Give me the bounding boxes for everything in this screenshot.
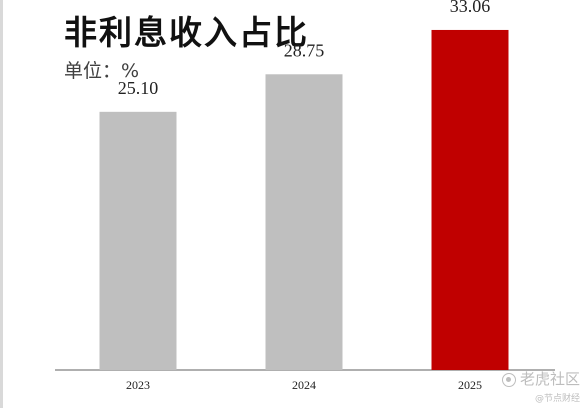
watermark-main-text: 老虎社区 <box>519 370 580 388</box>
x-tick-label-2023: 2023 <box>126 378 150 392</box>
x-tick-label-2024: 2024 <box>292 378 316 392</box>
x-tick-label-2025: 2025 <box>458 378 482 392</box>
tiger-logo-icon <box>501 372 516 387</box>
watermark: 老虎社区 @节点财经 <box>501 368 580 404</box>
chart-title: 非利息收入占比 <box>64 13 309 52</box>
data-label-2025: 33.06 <box>450 0 491 16</box>
bar-2024 <box>265 74 343 371</box>
watermark-sub: @节点财经 <box>534 394 580 404</box>
left-border-rule <box>0 0 3 408</box>
bar-2023 <box>99 111 177 370</box>
unit-label: 单位：% <box>64 60 140 82</box>
bar-2025 <box>431 29 509 371</box>
data-label-2023: 25.10 <box>118 78 159 98</box>
watermark-main: 老虎社区 <box>501 368 580 389</box>
data-label-2024: 28.75 <box>284 40 325 60</box>
